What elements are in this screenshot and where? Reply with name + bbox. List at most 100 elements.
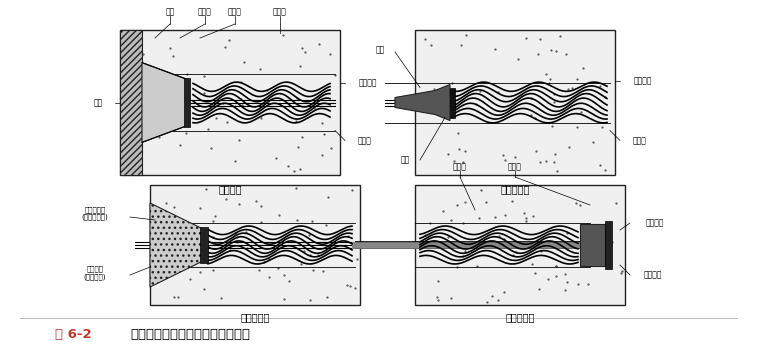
- Point: [448, 158, 460, 163]
- Point: [153, 134, 165, 139]
- Point: [445, 218, 457, 223]
- Point: [173, 142, 185, 148]
- Point: [162, 79, 174, 85]
- Point: [475, 187, 488, 193]
- Point: [229, 158, 241, 163]
- Point: [306, 218, 318, 223]
- Point: [133, 72, 145, 77]
- Text: 模板: 模板: [93, 98, 103, 107]
- Point: [531, 148, 543, 153]
- Point: [221, 119, 233, 125]
- Point: [118, 130, 130, 136]
- Point: [170, 222, 182, 228]
- Text: 螺旋筋: 螺旋筋: [453, 162, 467, 171]
- Point: [255, 116, 267, 121]
- Point: [316, 268, 329, 274]
- Point: [255, 219, 267, 225]
- Point: [550, 273, 562, 279]
- Point: [263, 256, 275, 262]
- Point: [550, 263, 562, 268]
- Point: [424, 221, 436, 226]
- Point: [148, 126, 160, 132]
- Point: [540, 158, 553, 163]
- Point: [238, 59, 250, 64]
- Point: [550, 168, 562, 173]
- Point: [534, 159, 547, 164]
- Point: [561, 230, 573, 236]
- Point: [310, 106, 322, 111]
- Point: [207, 268, 219, 273]
- Point: [296, 135, 308, 140]
- Text: 预应力筋: 预应力筋: [359, 78, 377, 87]
- Text: 无粘结筋
(成套锚筋): 无粘结筋 (成套锚筋): [84, 266, 106, 280]
- Point: [527, 213, 539, 219]
- Point: [220, 196, 232, 202]
- Point: [167, 53, 179, 58]
- Point: [497, 289, 509, 295]
- Point: [341, 234, 354, 239]
- Point: [231, 239, 243, 245]
- Point: [474, 88, 486, 94]
- Point: [322, 194, 334, 199]
- Point: [519, 219, 531, 224]
- Point: [164, 45, 176, 50]
- Point: [326, 145, 338, 151]
- Point: [428, 94, 441, 100]
- Bar: [150, 185, 360, 305]
- Point: [312, 252, 324, 258]
- Point: [493, 233, 505, 239]
- Point: [559, 287, 572, 293]
- Point: [240, 229, 252, 234]
- Text: 承压管: 承压管: [508, 162, 522, 171]
- Point: [319, 222, 332, 227]
- Point: [294, 166, 306, 171]
- Point: [229, 103, 241, 109]
- Point: [137, 64, 149, 70]
- Point: [569, 241, 581, 246]
- Point: [184, 277, 196, 282]
- Point: [316, 152, 328, 158]
- Point: [291, 145, 304, 150]
- Point: [419, 232, 431, 237]
- Bar: [415, 30, 615, 175]
- Point: [118, 62, 130, 68]
- Point: [550, 48, 562, 53]
- Point: [480, 200, 492, 205]
- Point: [253, 267, 265, 273]
- Point: [585, 243, 597, 248]
- Point: [207, 218, 219, 224]
- Polygon shape: [395, 85, 450, 120]
- Bar: [580, 224, 605, 266]
- Point: [233, 137, 245, 143]
- Point: [548, 91, 560, 96]
- Text: 锚杆: 锚杆: [375, 45, 385, 54]
- Point: [296, 45, 308, 51]
- Point: [291, 217, 303, 222]
- Point: [324, 52, 336, 57]
- Point: [277, 32, 289, 38]
- Point: [442, 235, 454, 240]
- Point: [525, 112, 537, 118]
- Point: [278, 272, 290, 278]
- Text: 螺旋筋: 螺旋筋: [633, 136, 647, 145]
- Point: [528, 115, 540, 120]
- Point: [512, 57, 525, 62]
- Point: [600, 94, 612, 100]
- Point: [456, 221, 469, 226]
- Point: [559, 271, 571, 277]
- Point: [431, 294, 443, 300]
- Point: [444, 296, 456, 301]
- Text: 预应力筋: 预应力筋: [634, 76, 653, 85]
- Point: [544, 76, 556, 81]
- Point: [344, 284, 356, 289]
- Point: [543, 80, 555, 85]
- Point: [471, 263, 483, 269]
- Point: [427, 95, 439, 101]
- Point: [510, 249, 522, 255]
- Point: [548, 159, 560, 165]
- Point: [349, 285, 361, 290]
- Point: [304, 253, 316, 258]
- Point: [594, 84, 606, 89]
- Point: [529, 270, 541, 276]
- Point: [158, 264, 170, 270]
